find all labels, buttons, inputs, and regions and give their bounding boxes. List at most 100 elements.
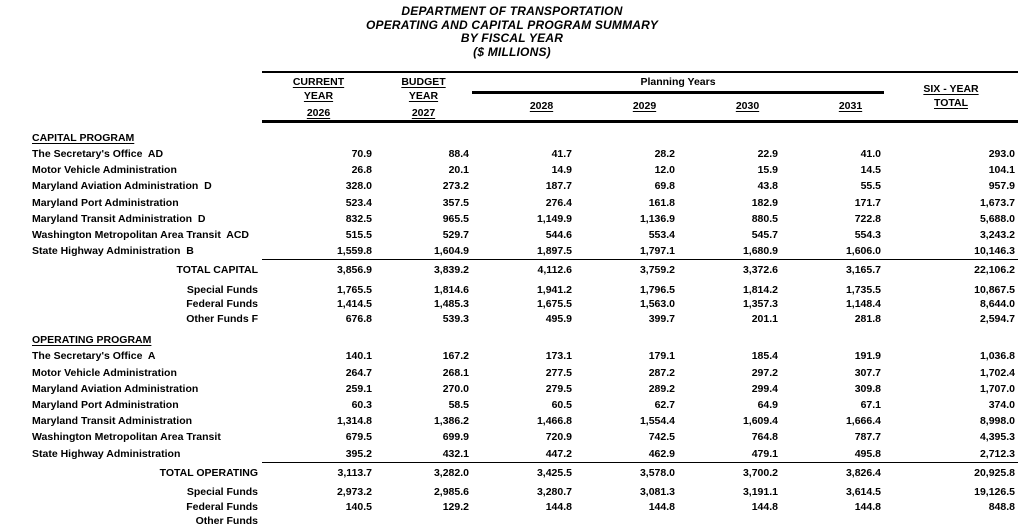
value-2028: 14.9 [551, 164, 572, 177]
table-row: Federal Funds 140.5 129.2 144.8 144.8 144.8 14… [0, 500, 1024, 515]
value-2030: 880.5 [751, 212, 778, 225]
value-six-year-total: 20,925.8 [974, 466, 1015, 479]
value-2028: 1,897.5 [536, 245, 572, 258]
value-2027: 539.3 [442, 312, 469, 325]
value-2026: 26.8 [351, 164, 372, 177]
planning-years-label: Planning Years [640, 76, 716, 88]
value-2027: 58.5 [448, 399, 469, 412]
table-row: Washington Metropolitan Area Transit 679.… [0, 429, 1024, 445]
value-2031: 144.8 [854, 500, 881, 513]
value-2029 [575, 514, 678, 529]
value-2027: 3,282.0 [433, 466, 469, 479]
table-row: Maryland Aviation Administration D 328.0 2… [0, 178, 1024, 194]
planning-years-rule [472, 91, 884, 94]
header-top-rule [262, 71, 1018, 73]
value-2031: 787.7 [854, 431, 881, 444]
title-line-4: ($ MILLIONS) [473, 44, 551, 59]
value-2029: 1,136.9 [639, 212, 675, 225]
value-2030: 22.9 [757, 148, 778, 160]
fund-label: Special Funds [186, 486, 258, 499]
value-2028: 187.7 [545, 180, 572, 193]
value-six-year-total: 8,998.0 [979, 415, 1015, 428]
header-bottom-rule [262, 120, 1018, 123]
table-row: Special Funds 1,765.5 1,814.6 1,941.2 1,796.… [0, 283, 1024, 298]
table-row: The Secretary's Office A 140.1 167.2 173.1 1… [0, 348, 1024, 364]
table-row: Motor Vehicle Administration 264.7 268.1 27… [0, 365, 1024, 381]
value-2029: 3,578.0 [639, 466, 675, 479]
value-six-year-total: 957.9 [988, 180, 1015, 193]
six-year-label-2: TOTAL [933, 97, 969, 109]
six-year-label-1: SIX - YEAR [923, 83, 979, 95]
value-2030: 182.9 [751, 196, 778, 209]
fund-label: Other Funds F [186, 312, 258, 325]
column-header-current-year: CURRENT YEAR 2026 [262, 71, 375, 123]
value-2029: 3,081.3 [639, 486, 675, 499]
value-2030: 297.2 [751, 366, 778, 379]
value-2027: 965.5 [442, 212, 469, 225]
value-six-year-total: 4,395.3 [979, 431, 1015, 444]
row-label: The Secretary's Office AD [32, 148, 164, 160]
value-2028: 277.5 [545, 366, 572, 379]
section-heading: CAPITAL PROGRAM [0, 130, 1024, 146]
row-label: Washington Metropolitan Area Transit [32, 431, 221, 444]
value-2028: 3,280.7 [536, 486, 572, 499]
value-2027: 3,839.2 [433, 264, 469, 277]
value-2031: 191.9 [854, 350, 881, 363]
current-year-value: 2026 [306, 107, 331, 119]
value-2028: 1,466.8 [536, 415, 572, 428]
fund-label: Federal Funds [186, 500, 258, 513]
value-2029: 289.2 [648, 382, 675, 395]
table-row: Other Funds [0, 514, 1024, 529]
value-2028: 144.8 [545, 500, 572, 513]
value-2026: 328.0 [345, 180, 372, 193]
value-2031: 55.5 [860, 180, 881, 193]
total-rule [262, 259, 1018, 261]
value-2030: 299.4 [751, 382, 778, 395]
value-2029: 1,563.0 [639, 298, 675, 311]
column-header-planning-years: Planning Years 2028 2029 2030 2031 [472, 71, 884, 123]
value-six-year-total: 10,146.3 [974, 245, 1015, 258]
value-2029: 553.4 [648, 229, 675, 242]
value-2026: 60.3 [351, 399, 372, 412]
table-row: The Secretary's Office AD 70.9 88.4 41.7 28.… [0, 146, 1024, 162]
section-1: OPERATING PROGRAM The Secretary's Office … [0, 332, 1024, 528]
value-six-year-total: 19,126.5 [974, 486, 1015, 499]
value-2031: 1,666.4 [845, 415, 881, 428]
value-2031: 281.8 [854, 312, 881, 325]
table-row: Maryland Port Administration 60.3 58.5 60.5… [0, 397, 1024, 413]
value-six-year-total: 10,867.5 [974, 283, 1015, 296]
row-label: Maryland Aviation Administration D [32, 180, 212, 193]
fund-label: Federal Funds [186, 298, 258, 311]
value-2027: 20.1 [448, 164, 469, 177]
value-2029: 62.7 [654, 399, 675, 412]
value-2031: 14.5 [860, 164, 881, 177]
value-2029: 12.0 [654, 164, 675, 177]
value-2027: 167.2 [442, 350, 469, 363]
value-2026: 523.4 [345, 196, 372, 209]
table-row: State Highway Administration 395.2 432.1 44… [0, 446, 1024, 462]
title-line-3: BY FISCAL YEAR [460, 31, 564, 45]
value-six-year-total: 3,243.2 [979, 229, 1015, 242]
row-label: Maryland Transit Administration D [32, 212, 206, 225]
row-label: The Secretary's Office A [32, 350, 156, 363]
total-rule [262, 461, 1018, 463]
value-2031: 41.0 [860, 148, 881, 160]
value-2028: 4,112.6 [537, 264, 572, 277]
value-2026: 1,314.8 [336, 415, 372, 428]
planning-year-2030: 2030 [735, 99, 760, 112]
value-2026 [262, 514, 375, 529]
value-2029: 28.2 [654, 148, 675, 160]
section-heading: OPERATING PROGRAM [0, 332, 1024, 348]
value-2030: 1,609.4 [742, 415, 778, 428]
value-2028: 1,941.2 [536, 283, 572, 296]
value-2028: 173.1 [545, 350, 572, 363]
total-label: TOTAL CAPITAL [176, 264, 258, 277]
value-2027: 357.5 [442, 196, 469, 209]
value-2027: 529.7 [442, 229, 469, 242]
value-2031: 3,614.5 [845, 486, 881, 499]
value-six-year-total [884, 514, 1018, 529]
table-row: Motor Vehicle Administration 26.8 20.1 14.9… [0, 162, 1024, 178]
value-2030 [678, 514, 781, 529]
table-row: Special Funds 2,973.2 2,985.6 3,280.7 3,081.… [0, 485, 1024, 500]
value-2027: 1,814.6 [433, 283, 469, 296]
